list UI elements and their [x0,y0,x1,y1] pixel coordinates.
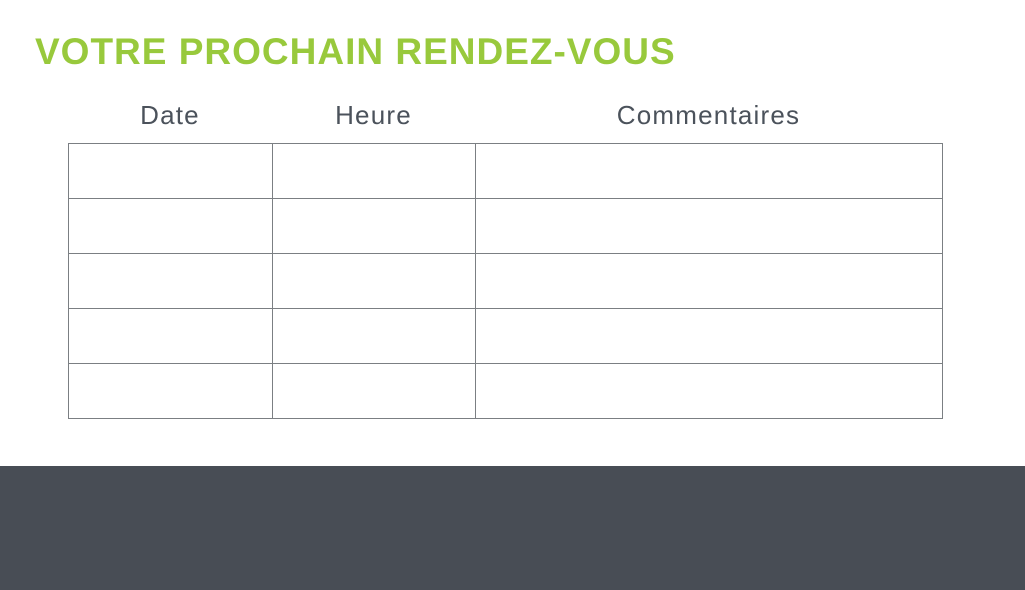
table-cell-heure [272,363,476,419]
table-row [68,198,943,254]
appointments-table-body [68,143,943,419]
table-row [68,363,943,419]
table-row [68,253,943,309]
table-cell-commentaires [475,253,943,309]
column-header-date: Date [140,100,200,130]
table-column-headers: Date Heure Commentaires [68,98,942,132]
table-cell-date [68,198,273,254]
table-cell-date [68,143,273,199]
table-cell-heure [272,308,476,364]
table-row [68,308,943,364]
table-cell-heure [272,143,476,199]
table-cell-heure [272,198,476,254]
table-cell-commentaires [475,198,943,254]
table-row [68,143,943,199]
table-cell-date [68,308,273,364]
table-cell-commentaires [475,143,943,199]
table-cell-commentaires [475,363,943,419]
appointments-table [68,143,943,419]
table-cell-commentaires [475,308,943,364]
footer-band [0,466,1025,590]
table-cell-date [68,363,273,419]
table-cell-heure [272,253,476,309]
column-header-commentaires: Commentaires [616,100,801,130]
table-cell-date [68,253,273,309]
page-title: VOTRE PROCHAIN RENDEZ-VOUS [35,31,676,72]
column-header-heure: Heure [335,100,412,130]
